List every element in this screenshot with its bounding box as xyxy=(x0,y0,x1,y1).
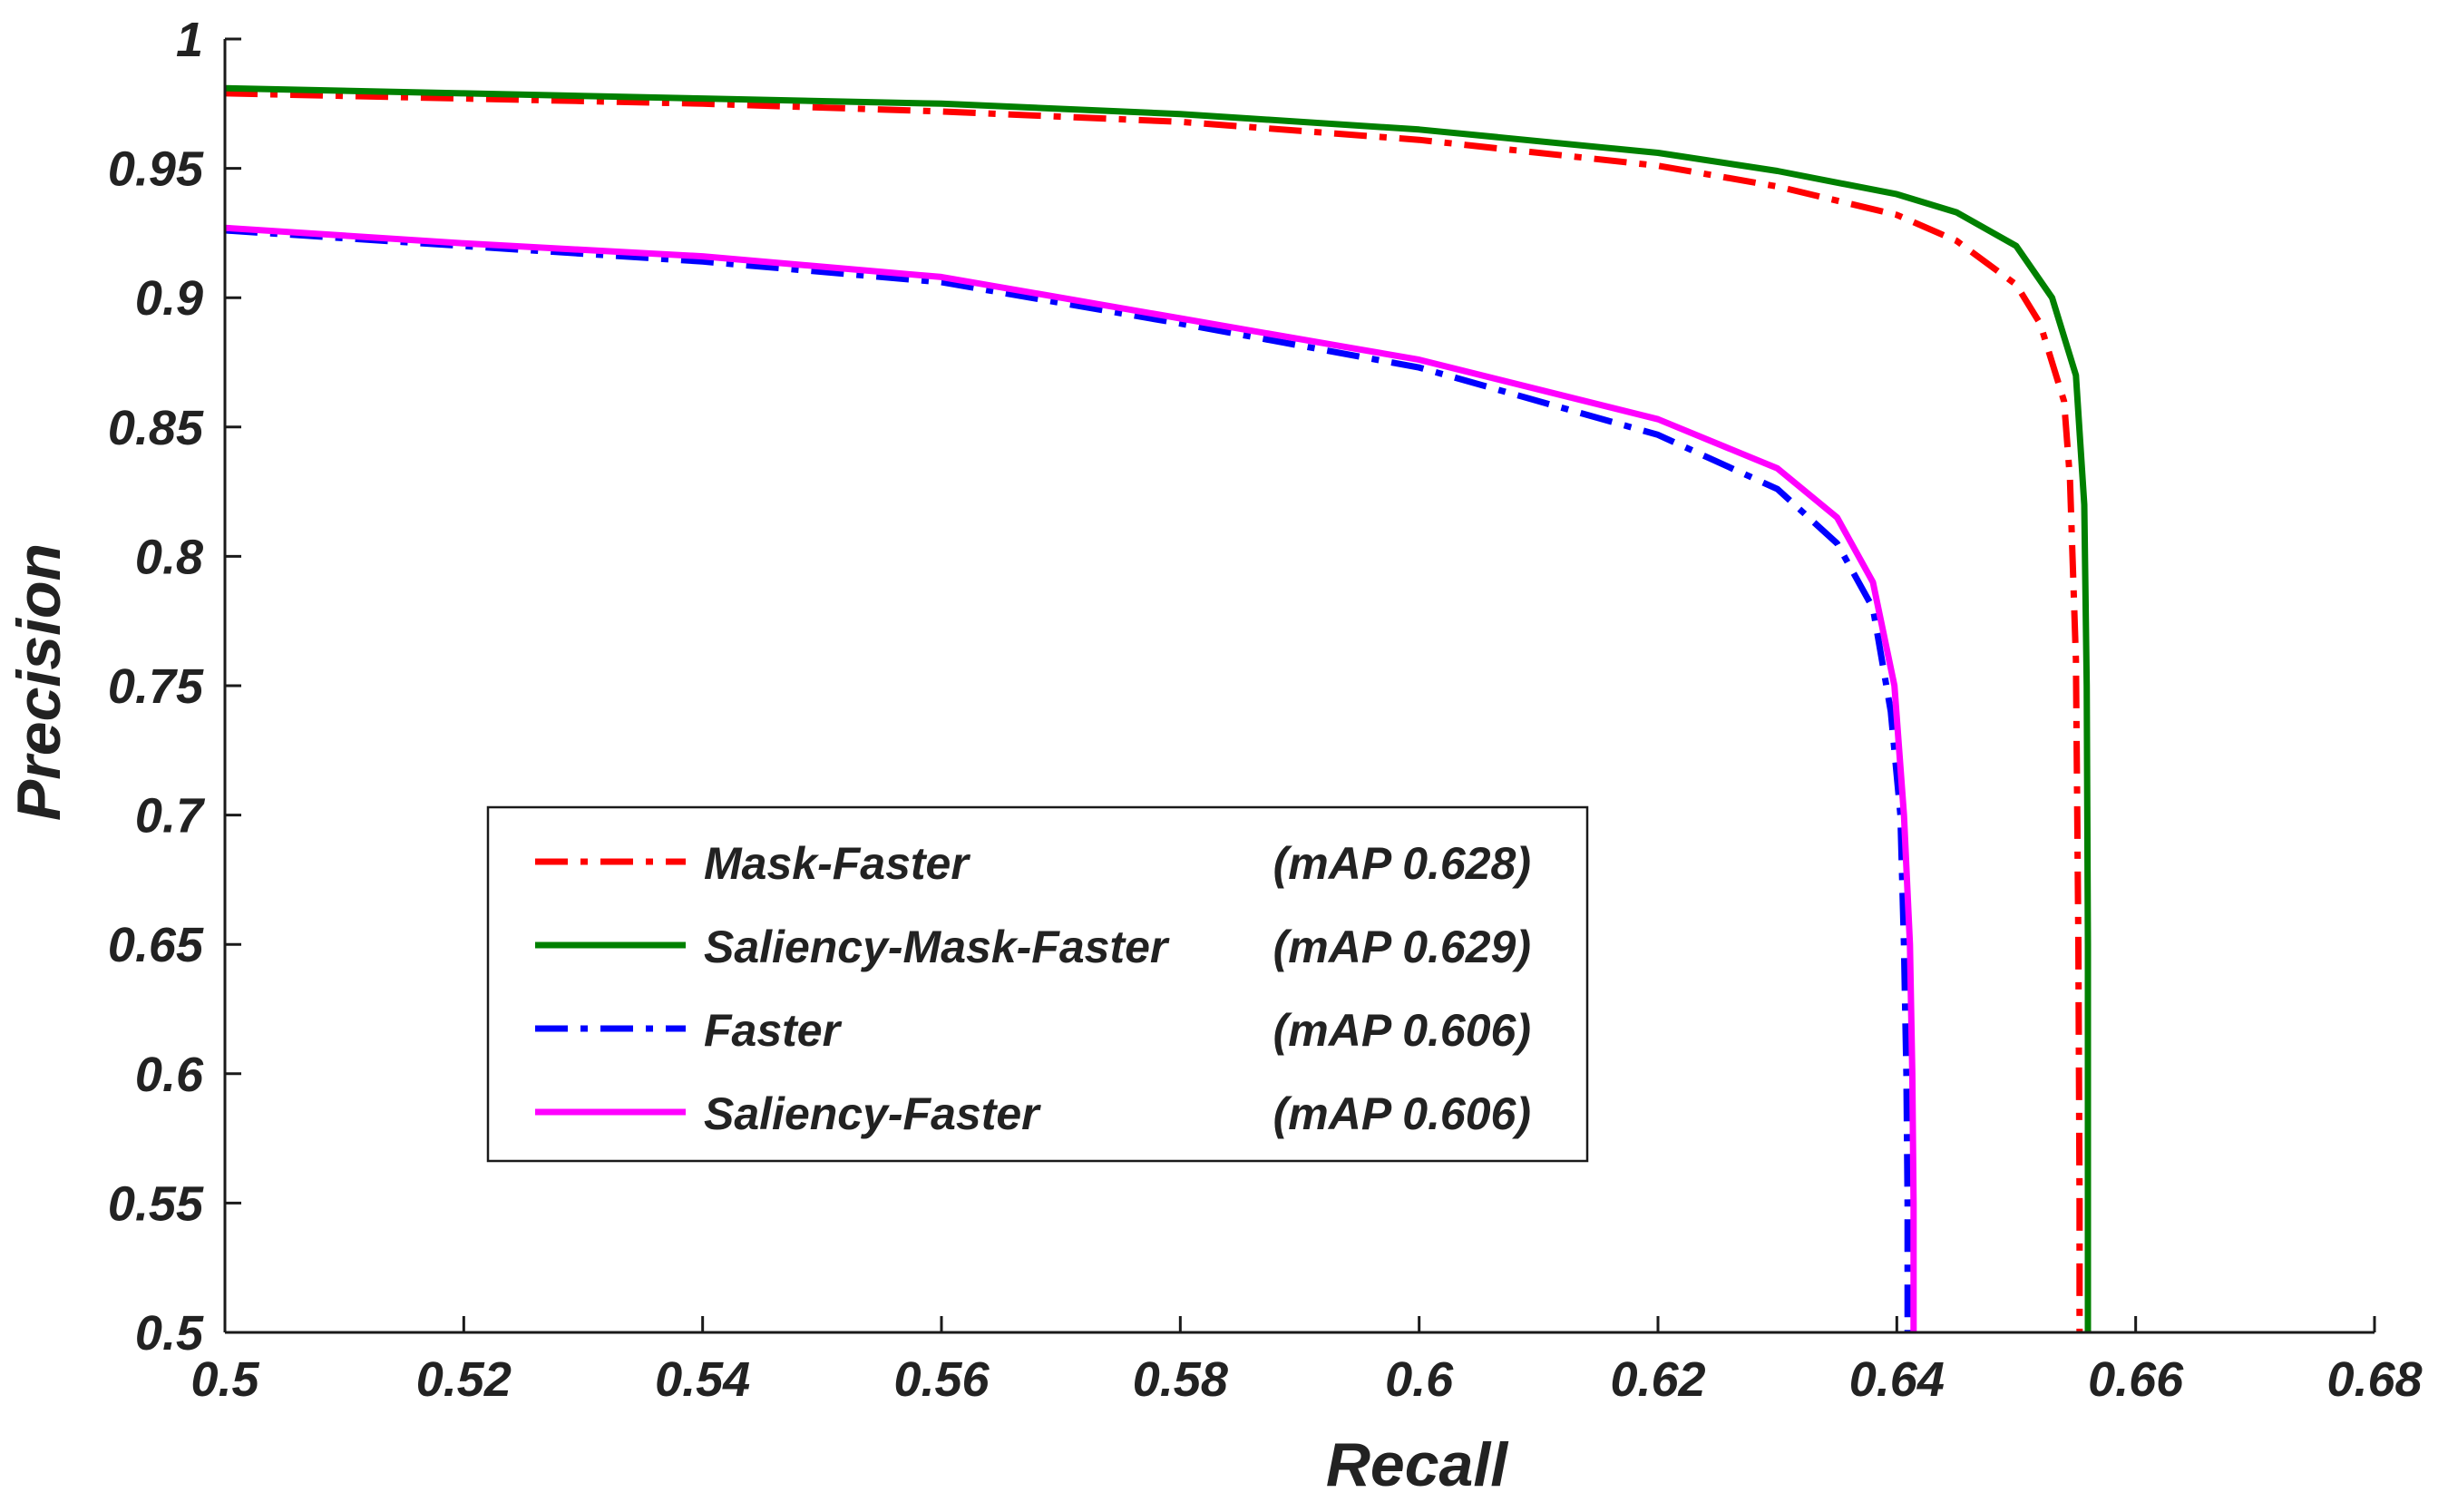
y-tick-label: 0.75 xyxy=(108,659,204,714)
y-tick-label: 0.65 xyxy=(108,918,204,972)
x-tick-label: 0.66 xyxy=(2088,1352,2184,1407)
tick-labels: 0.5 0.52 0.54 0.56 0.58 0.6 0.62 0.64 0.66 0.68 0.… xyxy=(108,13,2423,1407)
legend-map-value: (mAP 0.606) xyxy=(1273,1088,1531,1139)
y-tick-label: 0.6 xyxy=(135,1048,204,1102)
legend-map-value: (mAP 0.628) xyxy=(1273,838,1531,889)
y-tick-label: 0.85 xyxy=(108,401,204,455)
y-axis-label: Precision xyxy=(5,543,73,821)
legend-label: Mask-Faster xyxy=(704,838,970,889)
y-tick-label: 0.9 xyxy=(135,271,203,326)
series-line-mask-faster xyxy=(224,90,2083,1332)
legend-label: Faster xyxy=(704,1005,843,1056)
x-tick-label: 0.56 xyxy=(893,1352,990,1407)
x-tick-label: 0.62 xyxy=(1610,1352,1705,1407)
x-tick-label: 0.6 xyxy=(1385,1352,1454,1407)
series-line-saliency-faster xyxy=(224,224,1917,1332)
legend-map-value: (mAP 0.606) xyxy=(1273,1005,1531,1056)
y-tick-label: 0.5 xyxy=(135,1306,204,1361)
x-tick-label: 0.54 xyxy=(655,1352,750,1407)
y-tick-label: 0.7 xyxy=(135,789,206,844)
legend-label: Saliency-Faster xyxy=(704,1088,1041,1139)
series-lines xyxy=(224,84,2092,1332)
series-line-faster xyxy=(224,227,1911,1332)
legend-box xyxy=(486,805,1589,1163)
y-tick-label: 0.8 xyxy=(135,530,203,584)
y-tick-label: 1 xyxy=(176,13,203,67)
x-axis-label: Recall xyxy=(1326,1430,1509,1499)
x-tick-label: 0.5 xyxy=(190,1352,259,1407)
x-tick-label: 0.52 xyxy=(416,1352,512,1407)
legend-map-value: (mAP 0.629) xyxy=(1273,922,1531,972)
y-tick-label: 0.95 xyxy=(108,142,204,197)
x-tick-label: 0.64 xyxy=(1849,1352,1945,1407)
legend-label: Saliency-Mask-Faster xyxy=(704,922,1170,972)
y-tick-label: 0.55 xyxy=(108,1176,204,1231)
x-tick-label: 0.58 xyxy=(1133,1352,1228,1407)
axes xyxy=(223,37,2376,1334)
series-line-saliency-mask-faster xyxy=(224,84,2092,1332)
x-tick-label: 0.68 xyxy=(2326,1352,2422,1407)
legend: Mask-Faster (mAP 0.628) Saliency-Mask-Fast… xyxy=(486,805,1589,1163)
